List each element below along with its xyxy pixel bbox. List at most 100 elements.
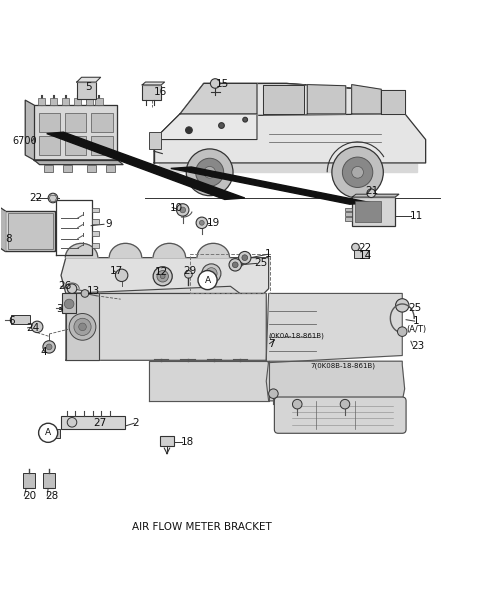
Circle shape	[218, 122, 224, 128]
Circle shape	[292, 399, 302, 409]
Polygon shape	[266, 361, 405, 401]
Polygon shape	[159, 163, 417, 172]
Text: A: A	[204, 276, 211, 285]
Circle shape	[32, 321, 43, 333]
Circle shape	[186, 127, 192, 133]
Circle shape	[198, 270, 217, 290]
Text: 5: 5	[85, 82, 92, 92]
Polygon shape	[65, 244, 98, 258]
Polygon shape	[171, 167, 371, 204]
FancyBboxPatch shape	[354, 250, 369, 258]
FancyBboxPatch shape	[107, 165, 115, 171]
Text: 4: 4	[40, 347, 47, 357]
FancyBboxPatch shape	[48, 429, 60, 438]
Polygon shape	[66, 293, 99, 360]
FancyBboxPatch shape	[96, 98, 103, 105]
FancyBboxPatch shape	[11, 315, 30, 324]
FancyBboxPatch shape	[92, 208, 99, 212]
Polygon shape	[263, 85, 304, 114]
Circle shape	[239, 251, 251, 264]
Polygon shape	[34, 105, 117, 160]
Circle shape	[196, 158, 224, 186]
FancyBboxPatch shape	[38, 113, 60, 132]
FancyBboxPatch shape	[77, 82, 96, 99]
FancyBboxPatch shape	[92, 231, 99, 236]
Circle shape	[243, 118, 248, 122]
Circle shape	[157, 270, 168, 282]
Text: 24: 24	[26, 323, 39, 333]
Text: 20: 20	[23, 491, 36, 501]
Text: 15: 15	[216, 79, 229, 90]
Circle shape	[46, 344, 52, 350]
FancyBboxPatch shape	[92, 219, 99, 224]
Text: 16: 16	[154, 87, 168, 97]
FancyBboxPatch shape	[87, 165, 96, 171]
Circle shape	[153, 267, 172, 286]
Circle shape	[160, 274, 165, 279]
Text: 27: 27	[93, 418, 106, 428]
FancyBboxPatch shape	[8, 213, 53, 249]
Text: 12: 12	[155, 267, 168, 276]
Polygon shape	[77, 78, 101, 82]
Circle shape	[269, 389, 278, 398]
Circle shape	[67, 418, 77, 427]
Text: 3: 3	[56, 304, 63, 314]
FancyBboxPatch shape	[65, 113, 86, 132]
Text: 17: 17	[110, 265, 123, 276]
Circle shape	[232, 262, 238, 268]
Circle shape	[180, 207, 186, 213]
Circle shape	[38, 423, 58, 442]
Circle shape	[177, 204, 189, 216]
Text: 25: 25	[254, 258, 267, 268]
Text: 1: 1	[413, 316, 420, 326]
Circle shape	[352, 244, 360, 251]
Circle shape	[210, 79, 220, 88]
Text: 2: 2	[132, 418, 139, 428]
FancyBboxPatch shape	[44, 165, 53, 171]
FancyBboxPatch shape	[355, 201, 381, 222]
Text: 21: 21	[365, 186, 378, 196]
Polygon shape	[352, 85, 381, 114]
Polygon shape	[61, 258, 269, 293]
Text: 25: 25	[408, 303, 421, 313]
Polygon shape	[0, 207, 5, 251]
FancyBboxPatch shape	[63, 165, 72, 171]
Text: 9: 9	[106, 219, 112, 229]
Text: 11: 11	[409, 211, 423, 221]
FancyBboxPatch shape	[91, 113, 113, 132]
Circle shape	[48, 193, 58, 203]
FancyBboxPatch shape	[275, 397, 406, 433]
Polygon shape	[47, 132, 245, 199]
FancyBboxPatch shape	[74, 98, 81, 105]
FancyBboxPatch shape	[352, 197, 395, 225]
FancyBboxPatch shape	[38, 98, 45, 105]
Circle shape	[69, 313, 96, 340]
FancyBboxPatch shape	[345, 217, 352, 221]
FancyBboxPatch shape	[61, 416, 125, 429]
Polygon shape	[154, 84, 426, 163]
Circle shape	[205, 268, 217, 279]
Text: 22: 22	[29, 193, 42, 203]
Polygon shape	[381, 90, 405, 114]
Text: 13: 13	[86, 286, 99, 296]
Circle shape	[367, 189, 375, 198]
Text: 29: 29	[184, 265, 197, 276]
Polygon shape	[142, 82, 165, 85]
Circle shape	[352, 167, 363, 178]
Circle shape	[229, 259, 241, 271]
Text: 23: 23	[411, 341, 424, 351]
Circle shape	[81, 290, 89, 298]
Text: 7: 7	[268, 339, 274, 348]
Circle shape	[204, 167, 216, 178]
FancyBboxPatch shape	[345, 212, 352, 216]
Circle shape	[199, 221, 204, 225]
FancyBboxPatch shape	[160, 436, 174, 446]
Polygon shape	[34, 160, 123, 165]
Polygon shape	[149, 361, 269, 401]
Circle shape	[79, 323, 86, 331]
Circle shape	[342, 157, 373, 187]
Polygon shape	[266, 293, 402, 362]
Circle shape	[64, 299, 74, 308]
Circle shape	[242, 255, 248, 261]
Text: 14: 14	[359, 251, 372, 261]
